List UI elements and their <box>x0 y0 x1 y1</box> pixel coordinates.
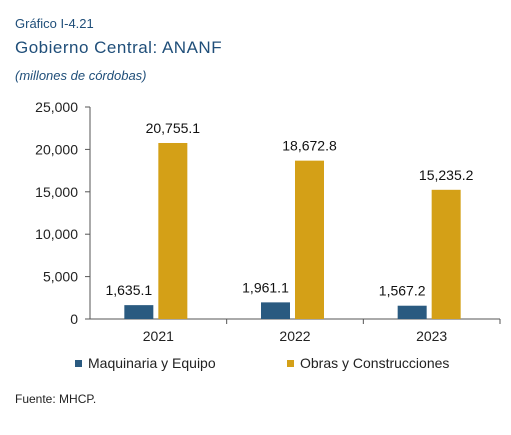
x-tick-label: 2021 <box>143 328 174 344</box>
x-tick-label: 2023 <box>416 328 447 344</box>
chart-title: Gobierno Central: ANANF <box>15 38 223 57</box>
legend-item-maquinaria: Maquinaria y Equipo <box>75 355 216 371</box>
y-tick-label: 0 <box>70 311 78 327</box>
data-label-obras-2021: 20,755.1 <box>146 120 201 136</box>
bar-maquinaria-2021 <box>124 305 154 319</box>
legend-swatch-maquinaria <box>75 359 82 367</box>
data-label-obras-2022: 18,672.8 <box>282 138 337 154</box>
source-note: Fuente: MHCP. <box>15 392 97 406</box>
bar-maquinaria-2023 <box>397 305 427 319</box>
y-tick-label: 15,000 <box>35 184 78 200</box>
legend-label-obras: Obras y Construcciones <box>300 355 450 371</box>
data-label-maquinaria-2021: 1,635.1 <box>105 282 152 298</box>
y-tick-label: 5,000 <box>43 269 78 285</box>
bar-obras-2022 <box>295 160 324 319</box>
y-tick-label: 10,000 <box>35 226 78 242</box>
data-label-maquinaria-2022: 1,961.1 <box>242 279 289 295</box>
bar-obras-2023 <box>431 189 461 319</box>
y-tick-label: 25,000 <box>35 99 78 115</box>
chart-number-label: Gráfico I-4.21 <box>15 16 94 31</box>
legend-swatch-obras <box>287 359 294 367</box>
y-tick-label: 20,000 <box>35 141 78 157</box>
x-tick-label: 2022 <box>279 328 310 344</box>
chart-subtitle: (millones de córdobas) <box>15 68 147 83</box>
legend-item-obras: Obras y Construcciones <box>287 355 449 371</box>
bar-chart: 0 5,000 10,000 15,000 20,000 25,000 2021 1,635.… <box>35 99 501 344</box>
data-label-obras-2023: 15,235.2 <box>419 167 474 183</box>
legend-label-maquinaria: Maquinaria y Equipo <box>88 355 216 371</box>
bar-maquinaria-2022 <box>261 302 290 319</box>
data-label-maquinaria-2023: 1,567.2 <box>379 283 426 299</box>
bar-obras-2021 <box>158 142 188 319</box>
